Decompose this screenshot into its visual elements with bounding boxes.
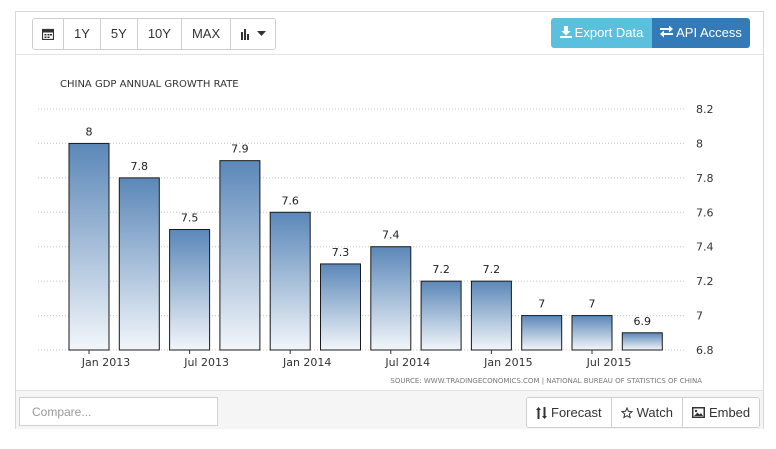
range-1y-button[interactable]: 1Y xyxy=(64,19,101,49)
y-tick-label: 7 xyxy=(696,310,703,323)
bar-value-label: 7.5 xyxy=(181,212,199,225)
bar[interactable] xyxy=(571,315,613,351)
exchange-icon xyxy=(660,25,674,38)
x-axis-ticks: Jan 2013 Jul 2013 Jan 2014 Jul 2014 Jan 2015… xyxy=(81,350,632,369)
embed-label: Embed xyxy=(708,405,751,420)
chart-source: SOURCE: WWW.TRADINGECONOMICS.COM | NATIO… xyxy=(390,377,702,385)
bar-value-label: 7.3 xyxy=(332,246,350,259)
bar-value-label: 7 xyxy=(589,298,596,311)
bar-value-label: 7.8 xyxy=(131,160,149,173)
bar-value-label: 7 xyxy=(538,298,545,311)
api-access-label: API Access xyxy=(676,25,742,40)
bar[interactable] xyxy=(370,246,412,351)
forecast-button[interactable]: Forecast xyxy=(527,398,612,427)
download-icon xyxy=(559,26,572,38)
star-icon xyxy=(620,406,633,419)
x-tick-label: Jul 2013 xyxy=(183,356,229,369)
bar-value-label: 7.2 xyxy=(483,263,501,276)
chart-widget: 1Y 5Y 10Y MAX Export Data xyxy=(15,11,764,429)
chart-title: CHINA GDP ANNUAL GROWTH RATE xyxy=(60,79,239,90)
bar[interactable] xyxy=(470,280,512,351)
bar-value-label: 6.9 xyxy=(634,315,652,328)
y-axis-ticks: 6.8 7 7.2 7.4 7.6 7.8 8 8.2 xyxy=(696,103,714,357)
bar-value-label: 7.6 xyxy=(281,194,299,207)
x-tick-label: Jan 2014 xyxy=(282,356,331,369)
y-tick-label: 8 xyxy=(696,137,703,150)
sort-arrows-icon xyxy=(536,406,547,419)
calendar-button[interactable] xyxy=(33,19,64,49)
bar-value-label: 7.2 xyxy=(432,263,450,276)
forecast-label: Forecast xyxy=(551,405,602,420)
watch-label: Watch xyxy=(636,405,673,420)
y-tick-label: 6.8 xyxy=(696,344,714,357)
bar[interactable] xyxy=(420,280,462,351)
compare-input[interactable] xyxy=(19,397,218,426)
bar[interactable] xyxy=(219,160,261,351)
bar[interactable] xyxy=(320,263,361,351)
embed-button[interactable]: Embed xyxy=(682,398,760,427)
image-icon xyxy=(691,407,705,418)
gdp-bar-chart: CHINA GDP ANNUAL GROWTH RATE 8 7.8 7.5 7.9 7… xyxy=(38,79,714,385)
range-5y-button[interactable]: 5Y xyxy=(100,19,138,49)
range-10y-button[interactable]: 10Y xyxy=(137,19,182,49)
bar-value-label: 7.9 xyxy=(231,143,249,156)
bar[interactable] xyxy=(118,177,160,351)
api-access-button[interactable]: API Access xyxy=(652,18,750,48)
toolbar: 1Y 5Y 10Y MAX Export Data xyxy=(16,12,763,55)
y-tick-label: 7.8 xyxy=(696,172,714,185)
export-data-label: Export Data xyxy=(574,25,644,40)
bar[interactable] xyxy=(68,142,110,351)
range-max-button[interactable]: MAX xyxy=(181,19,232,49)
bar-value-label: 8 xyxy=(86,125,93,138)
export-data-button[interactable]: Export Data xyxy=(551,18,652,48)
action-button-group: Forecast Watch Embed xyxy=(526,397,761,428)
bar[interactable] xyxy=(621,332,663,351)
footer-bar: Forecast Watch Embed xyxy=(16,390,763,429)
x-tick-label: Jul 2015 xyxy=(586,356,632,369)
value-labels: 8 7.8 7.5 7.9 7.6 7.3 7.4 7.2 7.2 7 7 6.9 xyxy=(86,125,652,327)
y-tick-label: 7.4 xyxy=(696,241,714,254)
caret-down-icon xyxy=(256,31,266,36)
range-button-group: 1Y 5Y 10Y MAX xyxy=(32,18,277,50)
bars xyxy=(68,142,663,351)
x-tick-label: Jan 2015 xyxy=(483,356,532,369)
bar-value-label: 7.4 xyxy=(382,229,400,242)
x-tick-label: Jul 2014 xyxy=(384,356,430,369)
bar-chart-icon xyxy=(240,28,249,40)
y-tick-label: 8.2 xyxy=(696,103,714,116)
x-tick-label: Jan 2013 xyxy=(81,356,130,369)
bar[interactable] xyxy=(269,211,311,351)
calendar-icon xyxy=(42,28,54,40)
chart-type-dropdown[interactable] xyxy=(231,19,276,49)
bar[interactable] xyxy=(521,315,563,351)
y-tick-label: 7.2 xyxy=(696,275,714,288)
y-tick-label: 7.6 xyxy=(696,206,714,219)
grid-lines xyxy=(38,108,686,351)
bar[interactable] xyxy=(169,229,211,351)
watch-button[interactable]: Watch xyxy=(611,398,683,427)
